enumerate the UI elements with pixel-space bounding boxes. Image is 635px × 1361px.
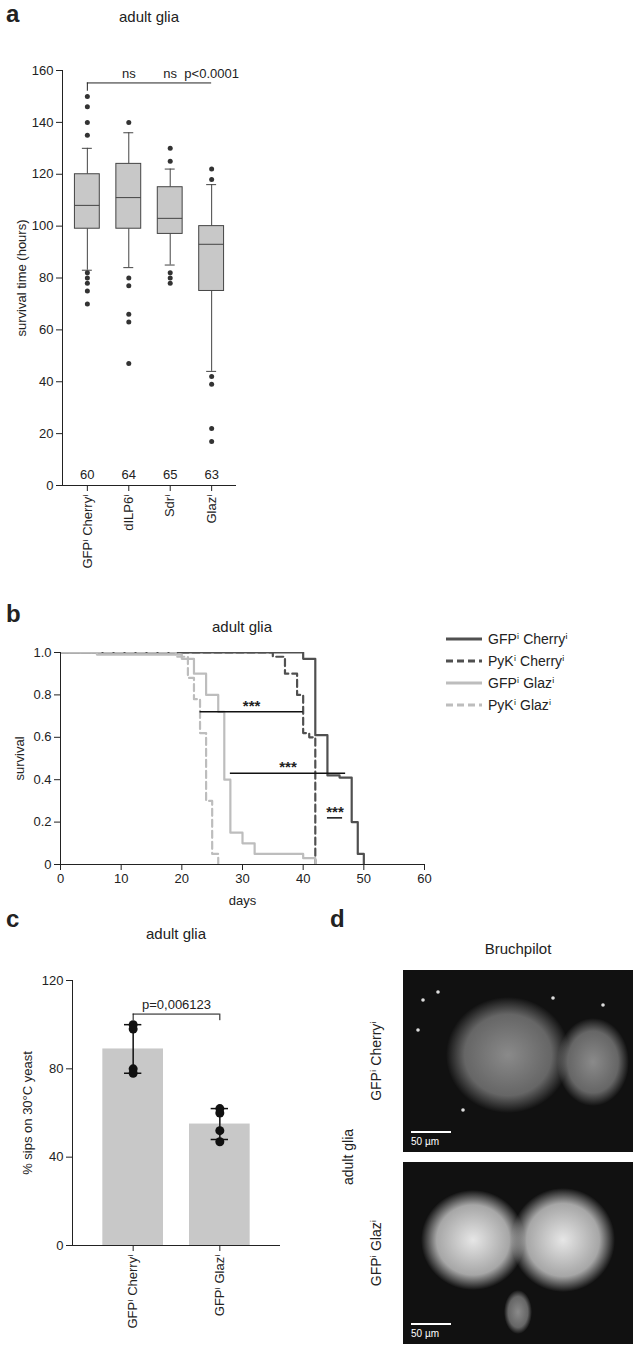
svg-text:63: 63	[204, 467, 218, 482]
svg-text:Bruchpilot: Bruchpilot	[485, 940, 553, 957]
html-text:d: d	[330, 905, 345, 932]
svg-text:0.2: 0.2	[33, 814, 51, 829]
svg-text:0: 0	[57, 871, 64, 886]
svg-text:60: 60	[39, 322, 53, 337]
svg-text:50 µm: 50 µm	[411, 1136, 439, 1147]
svg-text:survival time (hours): survival time (hours)	[14, 219, 29, 336]
svg-text:50: 50	[357, 871, 371, 886]
svg-text:160: 160	[32, 63, 54, 78]
svg-text:survival: survival	[12, 736, 27, 780]
svg-text:65: 65	[163, 467, 177, 482]
svg-text:0: 0	[44, 857, 51, 872]
svg-text:0: 0	[46, 478, 53, 493]
svg-text:Glazⁱ: Glazⁱ	[204, 495, 219, 524]
svg-text:10: 10	[114, 871, 128, 886]
svg-text:adult glia: adult glia	[340, 1129, 356, 1185]
svg-text:***: ***	[279, 758, 297, 775]
svg-text:20: 20	[39, 426, 53, 441]
svg-text:0.4: 0.4	[33, 772, 51, 787]
html-text:PyKⁱ Glazⁱ: PyKⁱ Glazⁱ	[488, 697, 552, 713]
svg-text:60: 60	[417, 871, 431, 886]
html-text:adult glia: adult glia	[212, 618, 272, 635]
svg-text:p=0,006123: p=0,006123	[142, 997, 211, 1012]
svg-text:40: 40	[296, 871, 310, 886]
svg-text:20: 20	[175, 871, 189, 886]
svg-text:64: 64	[122, 467, 136, 482]
svg-text:***: ***	[326, 803, 344, 820]
svg-text:120: 120	[42, 973, 64, 988]
svg-text:p<0.0001: p<0.0001	[184, 66, 239, 81]
html-text:PyKⁱ Cherryⁱ: PyKⁱ Cherryⁱ	[488, 653, 565, 669]
svg-text:0.6: 0.6	[33, 729, 51, 744]
svg-text:1.0: 1.0	[33, 645, 51, 660]
svg-text:40: 40	[39, 374, 53, 389]
svg-text:120: 120	[32, 166, 54, 181]
svg-text:Sdrⁱ: Sdrⁱ	[162, 495, 177, 518]
html-text:GFPⁱ Glazⁱ: GFPⁱ Glazⁱ	[488, 675, 555, 691]
svg-text:GFPⁱ Cherryⁱ: GFPⁱ Cherryⁱ	[368, 1021, 384, 1101]
svg-text:ns: ns	[163, 66, 177, 81]
html-text:b: b	[6, 600, 21, 627]
svg-text:40: 40	[49, 1149, 63, 1164]
svg-text:80: 80	[39, 270, 53, 285]
svg-text:30: 30	[235, 871, 249, 886]
html-text:c: c	[6, 905, 20, 932]
html-text:GFPⁱ Cherryⁱ: GFPⁱ Cherryⁱ	[488, 631, 568, 647]
svg-text:***: ***	[243, 697, 261, 714]
svg-text:GFPⁱ Glazⁱ: GFPⁱ Glazⁱ	[368, 1220, 384, 1286]
svg-text:GFPⁱ Cherryⁱ: GFPⁱ Cherryⁱ	[80, 495, 95, 569]
svg-text:50 µm: 50 µm	[411, 1328, 439, 1339]
svg-text:100: 100	[32, 218, 54, 233]
svg-text:days: days	[229, 893, 257, 908]
html-text:adult glia: adult glia	[146, 925, 206, 942]
svg-text:60: 60	[80, 467, 94, 482]
svg-text:140: 140	[32, 115, 54, 130]
svg-text:GFPⁱ Cherryⁱ: GFPⁱ Cherryⁱ	[125, 1255, 140, 1329]
svg-text:% sips on 30°C yeast: % sips on 30°C yeast	[20, 1051, 35, 1175]
svg-text:0.8: 0.8	[33, 687, 51, 702]
html-text:adult glia: adult glia	[119, 8, 179, 25]
svg-text:dILP6ⁱ: dILP6ⁱ	[121, 495, 136, 531]
svg-text:0: 0	[56, 1238, 63, 1253]
svg-text:ns: ns	[122, 66, 136, 81]
svg-text:GFPⁱ Glazⁱ: GFPⁱ Glazⁱ	[212, 1255, 227, 1317]
svg-text:80: 80	[49, 1061, 63, 1076]
html-text:a: a	[6, 0, 20, 27]
